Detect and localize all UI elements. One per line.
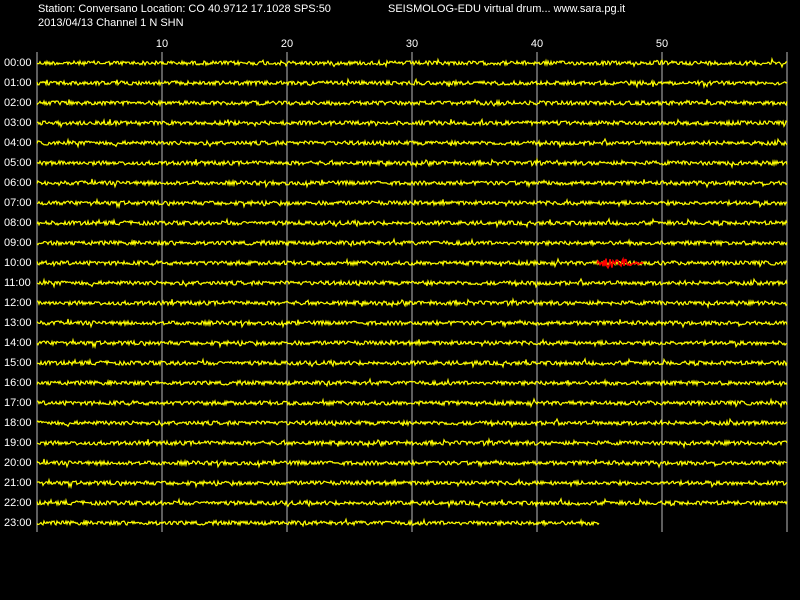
trace	[36, 117, 788, 129]
x-tick-label: 30	[406, 38, 418, 50]
trace	[36, 257, 788, 269]
trace	[36, 98, 788, 108]
trace	[36, 237, 788, 248]
row-label: 15:00	[4, 357, 32, 369]
program-info: SEISMOLOG-EDU virtual drum... www.sara.p…	[388, 3, 625, 15]
row-label: 18:00	[4, 417, 32, 429]
row-label: 14:00	[4, 337, 32, 349]
row-label: 12:00	[4, 297, 32, 309]
station-info: Station: Conversano Location: CO 40.9712…	[38, 3, 331, 15]
x-tick-label: 40	[531, 38, 543, 50]
event-trace	[596, 256, 644, 270]
row-label: 11:00	[4, 277, 31, 289]
row-label: 09:00	[4, 237, 32, 249]
trace	[36, 56, 788, 69]
row-label: 20:00	[4, 457, 32, 469]
trace	[36, 357, 788, 369]
trace	[36, 277, 788, 289]
trace	[36, 137, 788, 149]
row-label: 06:00	[4, 177, 32, 189]
x-tick-label: 10	[156, 38, 168, 50]
trace	[36, 477, 788, 490]
trace	[36, 377, 788, 388]
trace	[36, 337, 788, 350]
row-label: 01:00	[4, 77, 32, 89]
row-label: 07:00	[4, 197, 32, 209]
trace	[36, 318, 788, 329]
row-label: 00:00	[4, 57, 32, 69]
row-label: 03:00	[4, 117, 32, 129]
trace	[36, 77, 788, 89]
row-label: 23:00	[4, 517, 32, 529]
row-label: 21:00	[4, 477, 32, 489]
row-label: 04:00	[4, 137, 32, 149]
channel-info: 2013/04/13 Channel 1 N SHN	[38, 17, 184, 29]
trace	[36, 397, 788, 409]
row-label: 02:00	[4, 97, 32, 109]
trace	[36, 157, 788, 169]
row-label: 16:00	[4, 377, 32, 389]
trace	[36, 517, 600, 528]
trace	[36, 197, 788, 210]
trace	[36, 178, 788, 189]
trace	[36, 458, 788, 469]
row-label: 17:00	[4, 397, 32, 409]
trace	[36, 217, 788, 229]
x-tick-label: 20	[281, 38, 293, 50]
row-label: 05:00	[4, 157, 32, 169]
x-tick-label: 50	[656, 38, 668, 50]
trace	[36, 297, 788, 309]
row-label: 19:00	[4, 437, 32, 449]
row-label: 10:00	[4, 257, 32, 269]
trace	[36, 417, 788, 429]
row-label: 22:00	[4, 497, 32, 509]
row-label: 08:00	[4, 217, 32, 229]
row-label: 13:00	[4, 317, 32, 329]
trace	[36, 437, 788, 449]
trace	[36, 497, 788, 509]
